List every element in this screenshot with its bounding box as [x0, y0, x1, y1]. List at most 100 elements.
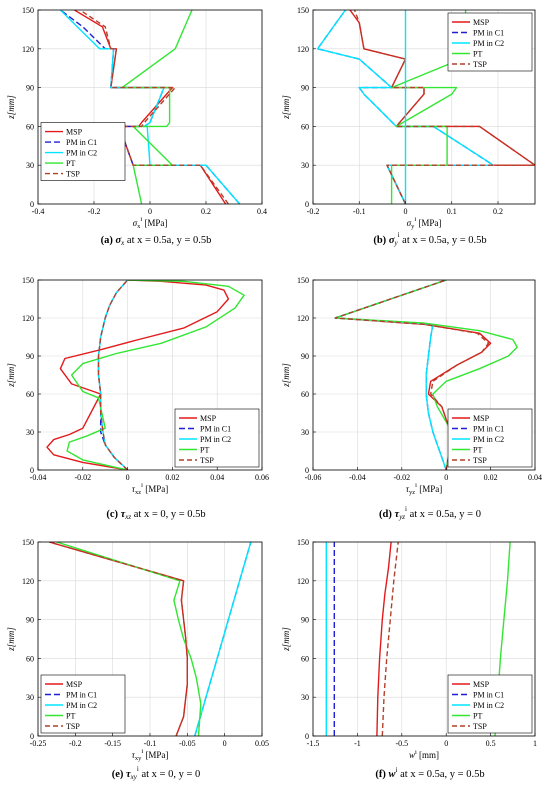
- x-tick-label: -0.2: [69, 739, 82, 748]
- y-tick-label: 150: [22, 6, 34, 15]
- series-line-pm-in-c2: [334, 280, 447, 470]
- legend-entry: PM in C1: [200, 425, 231, 434]
- x-axis-label: σyi [MPa]: [407, 216, 442, 230]
- panel-caption: (b) σyi at x = 0.5a, y = 0.5b: [373, 231, 486, 247]
- x-tick-label: -0.5: [395, 739, 408, 748]
- y-tick-label: 90: [26, 352, 34, 361]
- x-tick-label: 0.4: [257, 207, 267, 216]
- panel-a: -0.4 -0.2 0 0.2 0.4 0 30 60 90 120 150 z[mm] σxi [MP…: [6, 6, 267, 247]
- legend-entry: TSP: [66, 170, 80, 179]
- x-tick-label: 0.06: [255, 473, 269, 482]
- y-tick-label: 30: [301, 161, 309, 170]
- y-tick-label: 0: [305, 200, 309, 209]
- series-line-pt: [66, 280, 245, 470]
- legend-entry: TSP: [473, 60, 487, 69]
- legend-entry: MSP: [473, 18, 490, 27]
- x-tick-label: 0.1: [447, 207, 457, 216]
- panel-b: -0.2 -0.1 0 0.1 0.2 0 30 60 90 120 150 z[mm] σyi [MP…: [281, 6, 536, 247]
- legend-entry: TSP: [473, 456, 487, 465]
- series-line-tsp: [353, 10, 535, 204]
- y-tick-label: 0: [30, 200, 34, 209]
- y-tick-label: 150: [22, 538, 34, 547]
- y-tick-label: 30: [26, 693, 34, 702]
- panel-caption: (c) τxz at x = 0, y = 0.5b: [106, 509, 205, 521]
- y-tick-label: 30: [301, 693, 309, 702]
- y-tick-label: 30: [301, 428, 309, 437]
- legend-entry: PM in C2: [473, 39, 504, 48]
- panel-f: -1.5 -1 -0.5 0 0.5 1 0 30 60 90 120 150 z[mm] wi [mm]…: [281, 538, 537, 780]
- x-axis-label: wi [mm]: [409, 749, 439, 760]
- series-line-pm-in-c1: [334, 280, 447, 470]
- legend-entry: PM in C1: [473, 691, 504, 700]
- y-axis-label: z[mm]: [6, 95, 16, 120]
- x-tick-label: -0.05: [179, 739, 196, 748]
- x-tick-label: -0.15: [104, 739, 121, 748]
- series-line-pt: [121, 10, 193, 204]
- legend-entry: PM in C2: [473, 701, 504, 710]
- x-tick-label: 0.04: [528, 473, 542, 482]
- x-axis-label: τxyi [MPa]: [132, 748, 169, 762]
- x-tick-label: -0.02: [393, 473, 410, 482]
- axes-frame: [312, 279, 536, 471]
- series-line-msp: [376, 542, 392, 736]
- x-tick-label: 0.5: [486, 739, 496, 748]
- panel-caption: (d) τyzi at x = 0.5a, y = 0: [379, 505, 481, 521]
- x-tick-label: 0.2: [201, 207, 211, 216]
- series-line-msp: [46, 280, 230, 470]
- y-axis-label: z[mm]: [6, 627, 16, 652]
- x-axis-label: τxzi [MPa]: [132, 482, 168, 496]
- y-tick-label: 0: [305, 732, 309, 741]
- axes-frame: [312, 9, 536, 205]
- legend-entry: PT: [66, 712, 75, 721]
- legend-entry: PM in C2: [473, 435, 504, 444]
- legend-entry: PM in C1: [473, 425, 504, 434]
- x-tick-label: 0.2: [493, 207, 503, 216]
- x-tick-label: 0.04: [210, 473, 224, 482]
- legend-entry: MSP: [66, 128, 83, 137]
- series-line-pm-in-c2: [97, 280, 129, 470]
- panel-caption: (e) τxyi at x = 0, y = 0: [112, 765, 201, 781]
- plot-area: [59, 10, 241, 204]
- x-tick-label: 0: [148, 207, 152, 216]
- y-tick-label: 120: [297, 314, 309, 323]
- x-tick-label: -0.2: [88, 207, 101, 216]
- x-tick-label: 0: [444, 473, 448, 482]
- x-tick-label: 0: [444, 739, 448, 748]
- panel-e: -0.25 -0.2 -0.15 -0.1 -0.05 0 0.05 0 30 60 90 120 15…: [6, 538, 269, 781]
- x-axis-label: σxi [MPa]: [133, 216, 168, 230]
- y-tick-label: 120: [297, 577, 309, 586]
- axes-frame: [37, 279, 263, 471]
- legend-entry: PM in C1: [66, 138, 97, 147]
- x-tick-label: -0.04: [349, 473, 366, 482]
- y-tick-label: 120: [22, 577, 34, 586]
- y-tick-label: 0: [305, 466, 309, 475]
- x-tick-label: -0.2: [307, 207, 320, 216]
- legend-entry: PM in C2: [66, 149, 97, 158]
- legend-entry: PT: [473, 446, 482, 455]
- series-line-pm-in-c1: [97, 280, 129, 470]
- x-tick-label: -0.4: [32, 207, 45, 216]
- legend-entry: MSP: [473, 414, 490, 423]
- legend-entry: TSP: [200, 456, 214, 465]
- y-tick-label: 0: [30, 732, 34, 741]
- y-tick-label: 150: [22, 276, 34, 285]
- y-tick-label: 60: [26, 654, 34, 663]
- legend-entry: TSP: [473, 722, 487, 731]
- y-tick-label: 0: [30, 466, 34, 475]
- y-tick-label: 90: [26, 616, 34, 625]
- y-tick-label: 150: [297, 6, 309, 15]
- y-tick-label: 90: [301, 616, 309, 625]
- legend-entry: PT: [473, 712, 482, 721]
- y-axis-label: z[mm]: [281, 627, 291, 652]
- plot-area: [46, 280, 245, 470]
- legend-entry: MSP: [66, 680, 83, 689]
- y-tick-label: 60: [301, 390, 309, 399]
- plot-area: [49, 542, 252, 736]
- x-tick-label: -0.25: [30, 739, 47, 748]
- panel-caption: (f) wi at x = 0.5a, y = 0.5b: [375, 766, 484, 780]
